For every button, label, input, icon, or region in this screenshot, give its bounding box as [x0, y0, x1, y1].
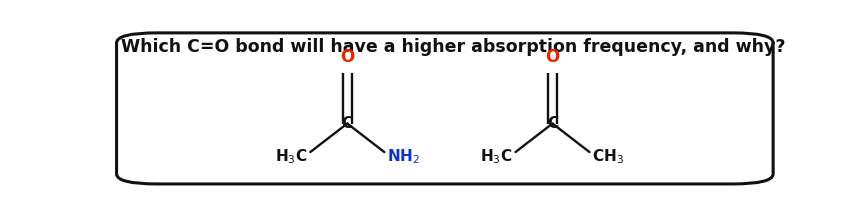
Text: O: O — [545, 48, 560, 66]
Text: O: O — [340, 48, 354, 66]
Text: C: C — [547, 116, 558, 131]
Text: C: C — [342, 116, 353, 131]
Text: Which C=O bond will have a higher absorption frequency, and why?: Which C=O bond will have a higher absorp… — [121, 38, 786, 56]
FancyBboxPatch shape — [116, 33, 773, 184]
Text: H$_3$C: H$_3$C — [481, 148, 513, 166]
Text: NH$_2$: NH$_2$ — [387, 148, 420, 166]
Text: CH$_3$: CH$_3$ — [592, 148, 624, 166]
Text: H$_3$C: H$_3$C — [275, 148, 307, 166]
